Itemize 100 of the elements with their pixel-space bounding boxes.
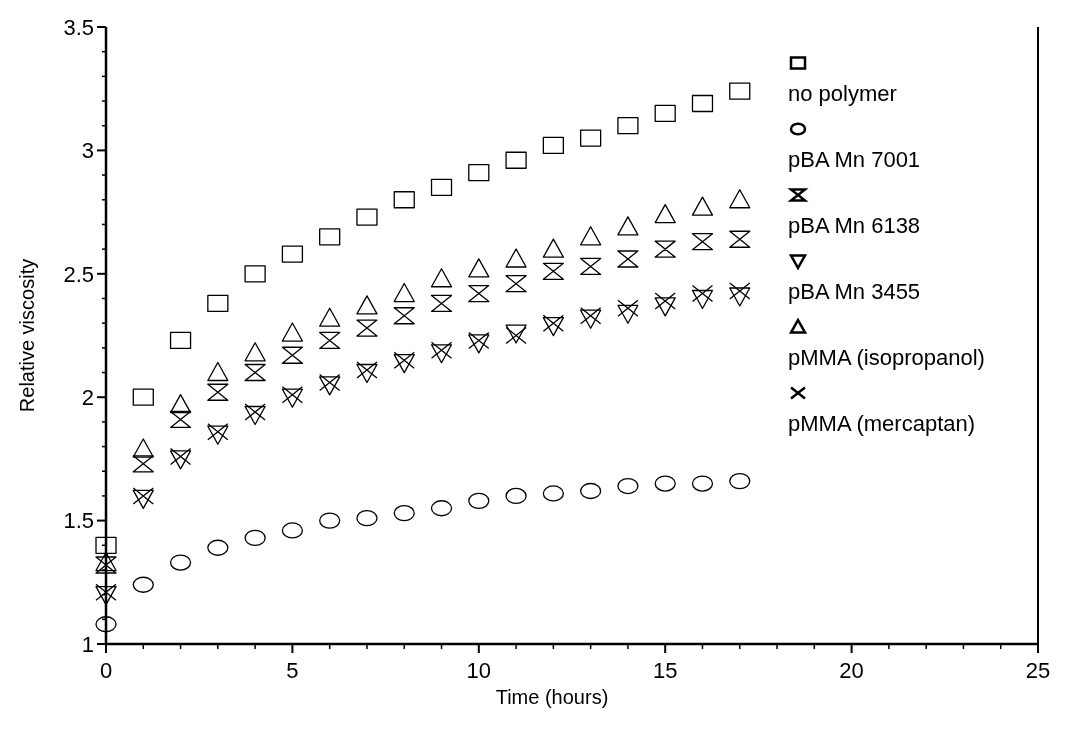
point <box>393 505 415 522</box>
point <box>169 331 192 350</box>
point <box>393 354 415 374</box>
point <box>356 319 378 337</box>
y-tick-label: 3.5 <box>63 14 94 40</box>
point <box>95 616 117 633</box>
point <box>691 233 714 251</box>
x-tick-label: 25 <box>1025 658 1051 683</box>
point <box>430 178 453 197</box>
point <box>319 307 341 327</box>
point <box>356 510 378 527</box>
point <box>729 472 751 490</box>
legend-label: pMMA (isopropanol) <box>788 345 985 370</box>
point <box>207 539 229 556</box>
point <box>729 82 751 100</box>
x-tick-label: 5 <box>286 658 299 683</box>
point <box>468 258 490 278</box>
y-tick-label: 2 <box>81 384 94 410</box>
point <box>132 438 154 458</box>
point <box>729 287 751 307</box>
point <box>729 230 751 248</box>
point <box>468 334 490 354</box>
point <box>281 322 304 342</box>
point <box>579 129 602 147</box>
point <box>95 551 117 572</box>
point <box>132 388 154 406</box>
point <box>430 500 453 517</box>
point <box>691 475 714 492</box>
legend-label: pBA Mn 6138 <box>788 213 921 238</box>
point <box>579 257 602 276</box>
point <box>132 455 154 473</box>
point <box>356 363 378 384</box>
x-tick-label: 20 <box>839 658 864 683</box>
point <box>542 136 565 155</box>
point <box>169 554 192 571</box>
point <box>393 191 415 209</box>
point <box>542 262 565 280</box>
point <box>207 361 229 382</box>
point <box>691 94 714 113</box>
point <box>579 482 602 500</box>
point <box>207 383 229 401</box>
point <box>281 245 304 263</box>
x-tick-label: 10 <box>466 658 492 683</box>
point <box>244 342 266 362</box>
point <box>542 316 565 337</box>
point <box>132 576 154 593</box>
point <box>468 163 490 182</box>
point <box>617 250 639 268</box>
point <box>207 294 229 313</box>
point <box>430 268 453 288</box>
point <box>617 304 639 324</box>
point <box>654 297 676 317</box>
point <box>654 104 676 123</box>
point <box>281 346 304 364</box>
point <box>505 275 527 293</box>
point <box>95 556 117 574</box>
point <box>468 492 490 509</box>
point <box>729 189 751 209</box>
point <box>244 529 266 547</box>
point <box>654 240 676 258</box>
point <box>319 228 341 246</box>
y-tick-label: 2.5 <box>63 261 94 287</box>
point <box>132 489 154 510</box>
point <box>654 475 676 492</box>
point <box>95 536 117 554</box>
y-tick-label: 1 <box>81 631 94 657</box>
point <box>505 248 527 268</box>
point <box>95 585 117 606</box>
point <box>356 208 378 226</box>
point <box>244 265 266 283</box>
point <box>393 282 415 303</box>
point <box>319 512 341 529</box>
point <box>691 289 714 310</box>
point <box>579 309 602 329</box>
point <box>319 331 341 350</box>
point <box>281 522 304 539</box>
point <box>244 405 266 426</box>
point <box>505 151 527 169</box>
point <box>617 117 639 135</box>
x-tick-label: 0 <box>99 658 113 683</box>
legend-label: pMMA (mercaptan) <box>788 411 976 436</box>
point <box>542 238 565 258</box>
y-axis-title: Relative viscosity <box>16 258 38 413</box>
point <box>356 295 378 315</box>
point <box>169 410 192 429</box>
point <box>617 216 639 236</box>
legend-label: pBA Mn 3455 <box>788 279 921 304</box>
point <box>430 294 453 313</box>
point <box>617 477 639 495</box>
legend-label: pBA Mn 7001 <box>788 147 921 172</box>
point <box>579 226 602 246</box>
point <box>393 307 415 325</box>
y-tick-label: 3 <box>81 138 94 164</box>
x-axis-title: Time (hours) <box>495 686 609 708</box>
point <box>691 196 714 216</box>
point <box>468 284 490 303</box>
point <box>169 393 192 414</box>
point <box>654 203 676 224</box>
x-tick-label: 15 <box>652 658 678 683</box>
point <box>505 487 527 505</box>
